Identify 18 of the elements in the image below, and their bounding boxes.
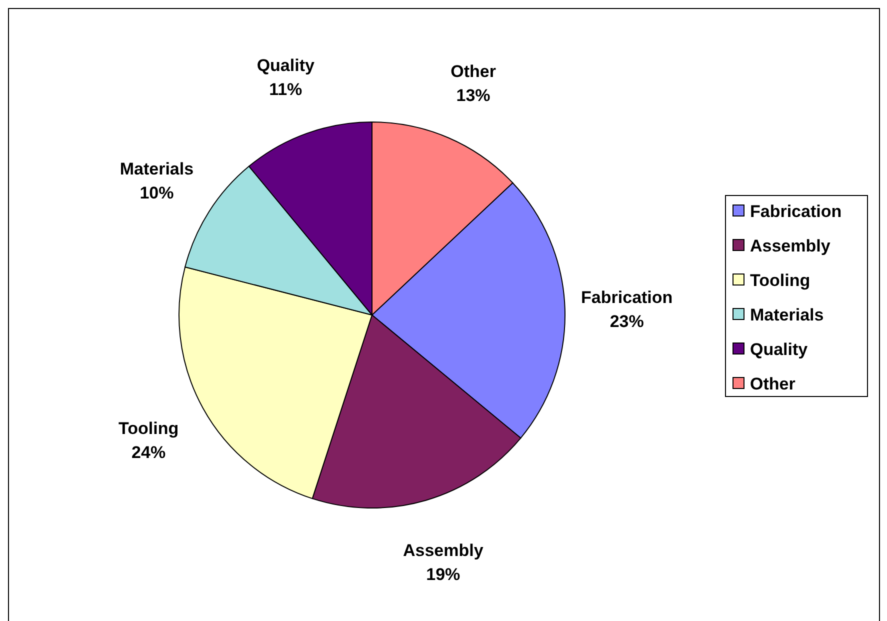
legend-label: Assembly xyxy=(750,236,831,256)
slice-label: Assembly xyxy=(402,540,484,560)
data-label: 13% xyxy=(456,86,490,105)
data-label: 19% xyxy=(426,564,460,584)
data-label: 24% xyxy=(132,442,166,462)
slice-label: Other xyxy=(450,62,496,81)
slice-label: Quality xyxy=(256,56,315,76)
data-label: 10% xyxy=(140,183,174,202)
slice-label: Materials xyxy=(120,159,194,178)
legend-label: Tooling xyxy=(750,271,810,290)
slice-label: Fabrication xyxy=(581,288,673,307)
legend-label: Quality xyxy=(750,340,808,359)
data-label: 11% xyxy=(269,80,302,100)
legend-label: Other xyxy=(750,374,796,394)
data-label: 23% xyxy=(610,312,644,331)
legend-label: Materials xyxy=(750,306,824,324)
slice-label: Tooling xyxy=(118,418,179,438)
legend-label: Fabrication xyxy=(750,202,842,221)
